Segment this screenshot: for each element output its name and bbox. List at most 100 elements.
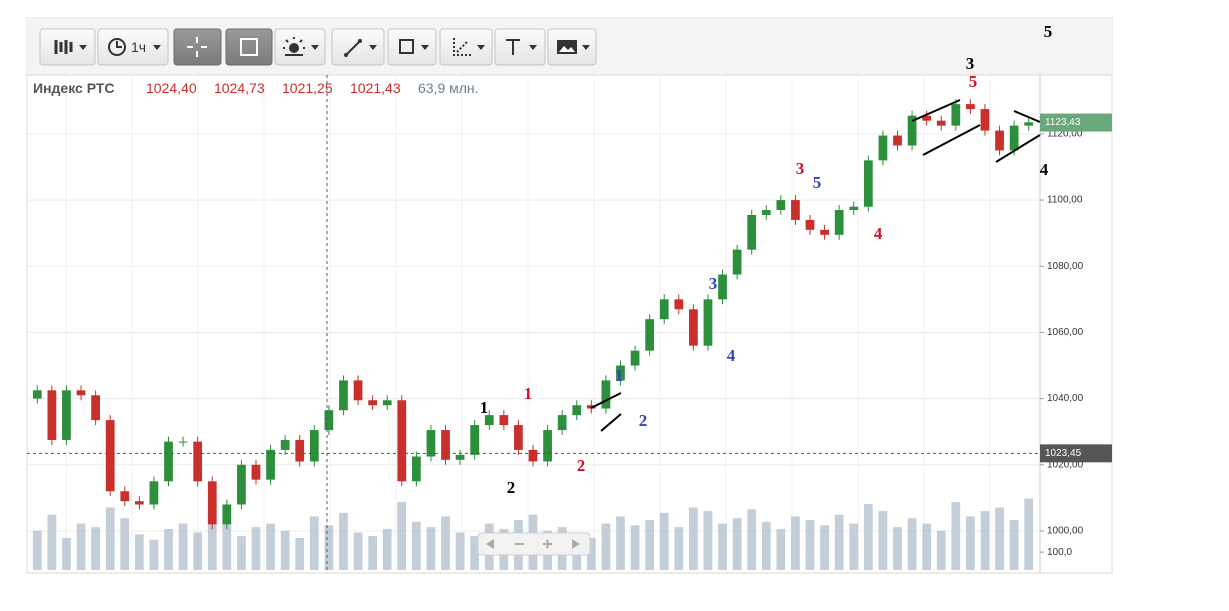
- volume-bar: [280, 530, 290, 570]
- candle-body: [1009, 125, 1019, 151]
- icon: [345, 40, 361, 56]
- volume-bar: [1024, 498, 1034, 570]
- line-tool-button[interactable]: [331, 28, 385, 66]
- candle-body: [91, 395, 100, 421]
- candle-body: [470, 425, 480, 455]
- candle-body: [368, 400, 377, 406]
- instrument: Индекс РТС: [33, 80, 115, 96]
- candle-body: [834, 210, 844, 235]
- crosshair-button[interactable]: [173, 28, 222, 66]
- navigator: [477, 532, 591, 556]
- text-tool-button[interactable]: [494, 28, 546, 66]
- candle-body: [630, 350, 640, 366]
- last-price: 1123,43: [1045, 117, 1081, 128]
- candle-body: [251, 464, 261, 480]
- icon: [529, 45, 537, 50]
- trend-line: [1013, 110, 1041, 123]
- candle-body: [557, 415, 567, 431]
- icon: [477, 45, 485, 50]
- candle-body: [674, 299, 684, 310]
- trend-line: [995, 134, 1041, 163]
- y-tick-label: 1100,00: [1047, 195, 1083, 206]
- volume-bar: [601, 523, 611, 570]
- volume-bar: [922, 523, 932, 570]
- candle-body: [703, 299, 713, 346]
- volume-bar: [149, 539, 159, 570]
- volume-bar: [455, 532, 465, 570]
- volume-bar: [791, 516, 800, 570]
- candle-body: [62, 390, 71, 440]
- icon: [421, 45, 429, 50]
- icon: [344, 53, 348, 57]
- candle-body: [528, 449, 538, 462]
- candle-body: [324, 410, 334, 431]
- volume-bar: [134, 534, 144, 570]
- volume-bar: [893, 527, 902, 570]
- icon: [283, 37, 305, 56]
- icon: [582, 45, 590, 50]
- volume-button[interactable]: [225, 28, 273, 66]
- indicator-button[interactable]: [274, 28, 326, 66]
- trend-line: [922, 124, 981, 156]
- candle-body: [353, 380, 363, 401]
- candle-body: [455, 454, 465, 460]
- candle-body: [966, 104, 975, 110]
- interval-button[interactable]: [97, 28, 169, 66]
- volume-bar: [339, 512, 348, 570]
- volume-bar: [91, 527, 100, 570]
- wave-label: 5: [969, 72, 978, 91]
- candle-body: [237, 464, 246, 505]
- volume-bar: [266, 523, 275, 570]
- wave-label: 4: [874, 224, 883, 243]
- wave-label: 3: [709, 274, 718, 293]
- wave-label: 1: [615, 366, 624, 385]
- volume-bar: [382, 528, 392, 570]
- volume-bar: [411, 521, 421, 570]
- volume-bar: [237, 536, 246, 570]
- wave-label: 1: [480, 398, 489, 417]
- candle-body: [805, 219, 815, 230]
- wave-label: 3: [966, 54, 975, 73]
- scroll-left[interactable]: [486, 539, 494, 549]
- y-tick-label: 1020,00: [1047, 459, 1084, 470]
- candle-body: [572, 405, 582, 416]
- candle-body: [105, 420, 115, 492]
- close: 1021,43: [350, 80, 401, 96]
- volume-bar: [62, 537, 71, 570]
- icon: [54, 40, 73, 54]
- toolbar: 1ч: [39, 28, 597, 66]
- wave-label: 2: [639, 411, 648, 430]
- volume-bar: [309, 516, 319, 570]
- volume-bar: [120, 518, 130, 570]
- candle-body: [761, 210, 771, 215]
- candle-body: [484, 415, 494, 426]
- candle-body: [849, 206, 859, 210]
- volume-bar: [105, 507, 115, 570]
- wave-label: 5: [813, 173, 822, 192]
- candle-body: [193, 441, 203, 482]
- volume-bar: [995, 507, 1004, 570]
- candle-body: [149, 481, 159, 505]
- candle-body: [280, 439, 290, 450]
- candle-body: [207, 481, 217, 525]
- icon: [559, 46, 575, 52]
- volume-bar: [732, 518, 742, 570]
- candle-body: [689, 309, 698, 346]
- fib-tool-button[interactable]: [439, 28, 493, 66]
- frame: [26, 17, 1113, 574]
- y-tick-label: 1080,00: [1047, 261, 1084, 272]
- volume-bar: [849, 523, 859, 570]
- candle-body: [907, 115, 917, 146]
- volume-bar: [936, 530, 946, 570]
- icon: [453, 38, 471, 56]
- candle-body: [820, 229, 829, 235]
- volume-bar: [616, 516, 625, 570]
- zoom-in[interactable]: [543, 539, 552, 549]
- candle-body: [164, 441, 173, 482]
- wave-label: 3: [796, 159, 805, 178]
- volume-bar: [645, 520, 655, 570]
- candle-body: [266, 449, 275, 480]
- scroll-right[interactable]: [572, 539, 580, 549]
- wave-label: 2: [577, 456, 586, 475]
